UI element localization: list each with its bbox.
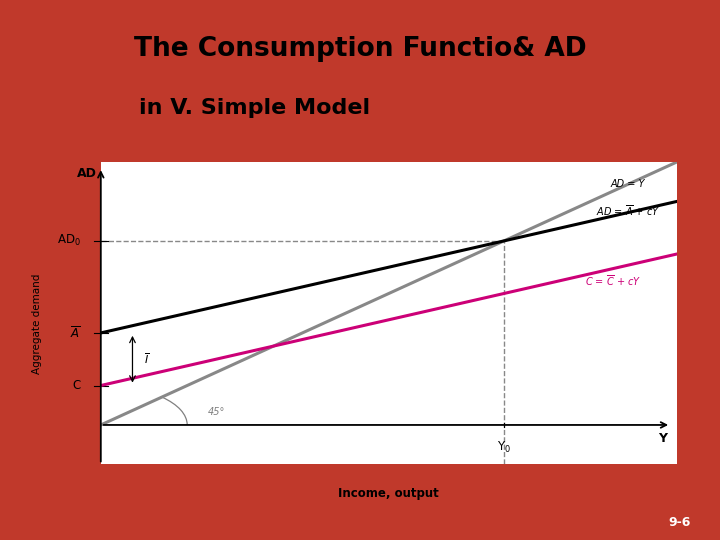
Text: C = $\overline{C}$ + cY: C = $\overline{C}$ + cY (585, 273, 641, 288)
Text: 45°: 45° (207, 407, 225, 417)
Text: AD = $\overline{A}$ + cY: AD = $\overline{A}$ + cY (596, 203, 660, 218)
Text: The Consumption Functio& AD: The Consumption Functio& AD (134, 36, 586, 62)
Text: Y: Y (658, 431, 667, 444)
Text: in V. Simple Model: in V. Simple Model (138, 98, 370, 118)
Text: C: C (73, 379, 81, 392)
Text: AD: AD (76, 167, 96, 180)
Text: Aggregate demand: Aggregate demand (32, 273, 42, 374)
Text: Y$_0$: Y$_0$ (497, 440, 511, 455)
Text: $\overline{A}$: $\overline{A}$ (70, 325, 81, 341)
Text: 9-6: 9-6 (669, 516, 691, 529)
Text: AD$_0$: AD$_0$ (57, 233, 81, 248)
Text: Income, output: Income, output (338, 487, 439, 500)
Text: $\overline{I}$: $\overline{I}$ (144, 352, 149, 367)
Text: AD = Y: AD = Y (611, 179, 645, 189)
Text: [No Gov't & F. Trade]: [No Gov't & F. Trade] (429, 101, 588, 116)
